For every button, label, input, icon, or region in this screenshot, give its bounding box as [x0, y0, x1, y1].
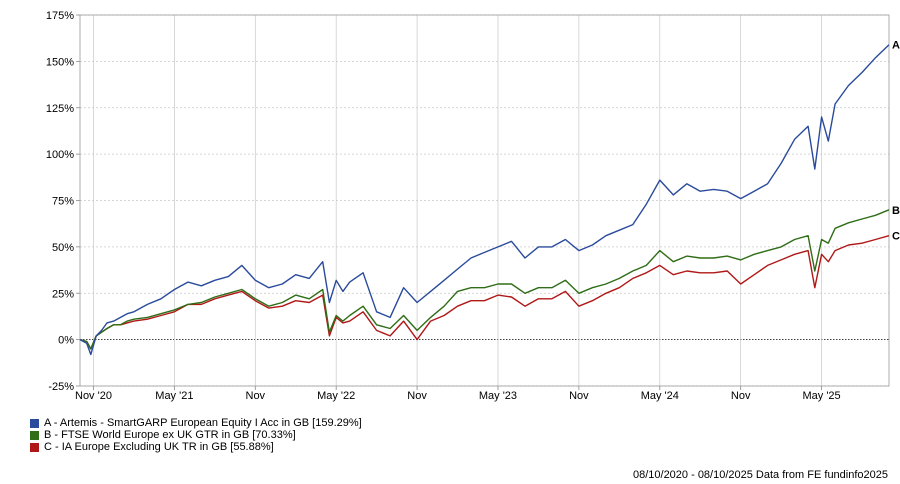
- y-tick-label: 25%: [52, 288, 74, 300]
- x-tick-label: May '25: [802, 390, 840, 402]
- legend-swatch-b: [30, 430, 39, 440]
- x-tick-label: May '24: [641, 390, 679, 402]
- y-tick-label: 150%: [46, 56, 74, 68]
- legend-swatch-a: [30, 418, 39, 428]
- legend-swatch-c: [30, 442, 39, 452]
- legend-label-c: C - IA Europe Excluding UK TR in GB [55.…: [44, 441, 274, 453]
- x-tick-label: May '23: [479, 390, 517, 402]
- x-tick-label: May '21: [155, 390, 193, 402]
- x-tick-label: May '22: [317, 390, 355, 402]
- series-end-labels: A B C: [892, 40, 900, 243]
- series-lines: [79, 44, 890, 356]
- axes: [76, 14, 890, 390]
- x-tick-label: Nov '20: [75, 390, 112, 402]
- y-tick-label: 75%: [52, 196, 74, 208]
- series-end-label-b: B: [892, 205, 900, 217]
- x-tick-label: Nov: [569, 390, 589, 402]
- legend-label-b: B - FTSE World Europe ex UK GTR in GB [7…: [44, 429, 296, 441]
- grid-lines: [80, 14, 889, 387]
- y-tick-label: 175%: [46, 10, 74, 22]
- legend-item-a: A - Artemis - SmartGARP European Equity …: [30, 417, 362, 429]
- series-end-label-a: A: [892, 40, 900, 52]
- series-line-c: [79, 235, 890, 350]
- line-chart: -25% 0% 25% 50% 75% 100% 125% 150% 175% Nov '20 Ma…: [46, 10, 900, 402]
- y-tick-label: -25%: [48, 381, 74, 393]
- legend-item-b: B - FTSE World Europe ex UK GTR in GB [7…: [30, 429, 362, 441]
- y-tick-label: 100%: [46, 149, 74, 161]
- y-tick-label: 50%: [52, 242, 74, 254]
- series-line-a: [79, 44, 890, 356]
- legend-item-c: C - IA Europe Excluding UK TR in GB [55.…: [30, 441, 362, 453]
- x-tick-label: Nov: [407, 390, 427, 402]
- series-end-label-c: C: [892, 231, 900, 243]
- series-line-b: [79, 209, 890, 350]
- x-tick-label: Nov: [731, 390, 751, 402]
- data-source-footer: 08/10/2020 - 08/10/2025 Data from FE fun…: [632, 469, 888, 481]
- legend-label-a: A - Artemis - SmartGARP European Equity …: [44, 417, 362, 429]
- y-tick-label: 0%: [58, 335, 74, 347]
- x-tick-label: Nov: [246, 390, 266, 402]
- plot-frame: [79, 14, 890, 387]
- tick-labels: -25% 0% 25% 50% 75% 100% 125% 150% 175% Nov '20 Ma…: [46, 10, 841, 402]
- chart-legend: A - Artemis - SmartGARP European Equity …: [30, 417, 362, 453]
- y-tick-label: 125%: [46, 103, 74, 115]
